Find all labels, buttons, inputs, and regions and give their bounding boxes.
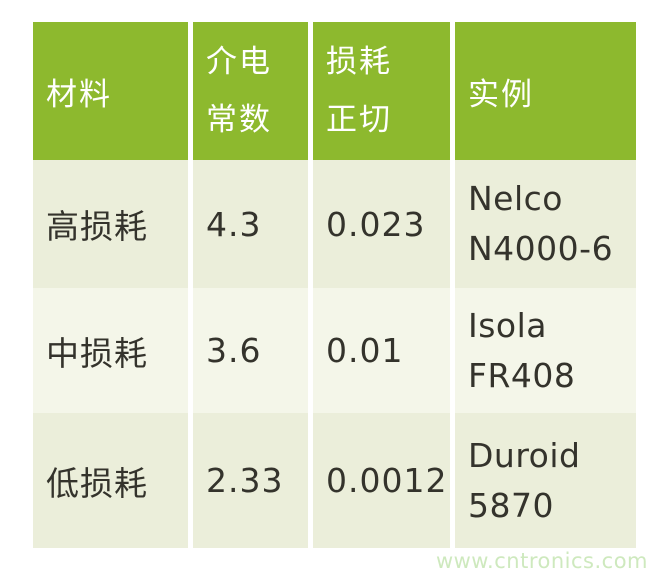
row3-example-line2: 5870 (468, 485, 554, 525)
header-label-example: 实例 (468, 76, 534, 113)
row1-material-value: 高损耗 (46, 207, 148, 246)
row3-example-line1: Duroid (468, 435, 581, 475)
row2-dielectric-value: 3.6 (206, 331, 262, 370)
row2-example-line2: FR408 (468, 355, 576, 395)
row3-loss-value: 0.0012 (326, 461, 448, 500)
row1-dielectric-value: 4.3 (206, 204, 262, 244)
cell-row2-dielectric: 3.6 (193, 288, 308, 413)
cell-row3-loss: 0.0012 (313, 413, 450, 548)
row3-material-value: 低损耗 (46, 463, 148, 503)
cell-row3-material: 低损耗 (33, 413, 188, 548)
header-cell-example: 实例 (455, 22, 636, 160)
cell-row2-material: 中损耗 (33, 288, 188, 413)
watermark-cntronics: www.cntronics.com (435, 549, 648, 573)
header-label-dielectric-line2: 常数 (206, 102, 272, 138)
header-label-loss-line2: 正切 (326, 102, 392, 138)
cell-row1-material: 高损耗 (33, 160, 188, 288)
cell-row1-dielectric: 4.3 (193, 160, 308, 288)
header-cell-dielectric-constant: 介电 常数 (193, 22, 308, 160)
row3-dielectric-value: 2.33 (206, 461, 284, 500)
header-label-loss-line1: 损耗 (326, 44, 392, 80)
cell-row2-loss: 0.01 (313, 288, 450, 413)
cell-row1-loss: 0.023 (313, 160, 450, 288)
cell-row3-example: Duroid 5870 (455, 413, 636, 548)
cell-row1-example: Nelco N4000-6 (455, 160, 636, 288)
header-cell-material: 材料 (33, 22, 188, 160)
cell-row3-dielectric: 2.33 (193, 413, 308, 548)
materials-comparison-table: 材料 介电 常数 损耗 正切 实例 高损耗 4.3 0.023 Nelco N4… (33, 22, 636, 548)
cell-row2-example: Isola FR408 (455, 288, 636, 413)
row1-example-line1: Nelco (468, 179, 563, 218)
row1-example-line2: N4000-6 (468, 229, 614, 268)
row2-material-value: 中损耗 (46, 333, 148, 373)
header-label-material: 材料 (46, 76, 112, 113)
row2-loss-value: 0.01 (326, 331, 404, 370)
header-label-dielectric-line1: 介电 (206, 44, 272, 80)
header-cell-loss-tangent: 损耗 正切 (313, 22, 450, 160)
row2-example-line1: Isola (468, 305, 548, 345)
row1-loss-value: 0.023 (326, 204, 426, 244)
